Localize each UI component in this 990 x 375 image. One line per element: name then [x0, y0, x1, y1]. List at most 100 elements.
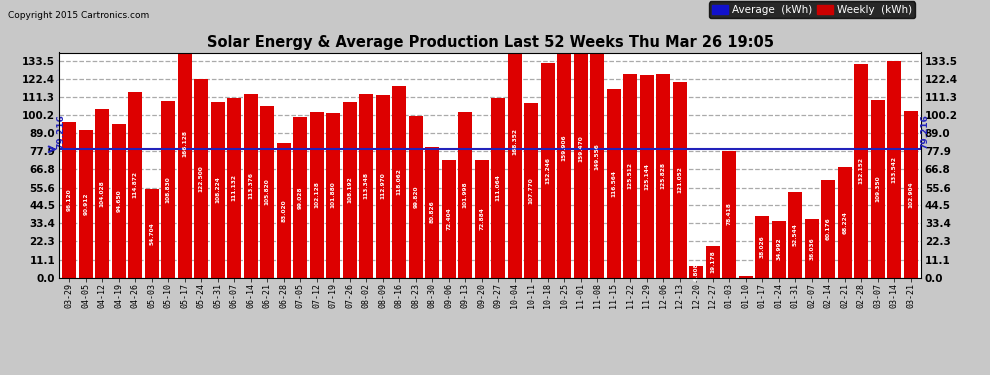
Bar [557, 19, 571, 278]
Text: 108.830: 108.830 [165, 176, 171, 203]
Text: 36.036: 36.036 [809, 237, 815, 260]
Text: 168.352: 168.352 [512, 128, 518, 155]
Text: 122.500: 122.500 [199, 165, 204, 192]
Text: 78.418: 78.418 [727, 202, 732, 225]
Text: 159.470: 159.470 [578, 135, 583, 162]
Text: 34.992: 34.992 [776, 238, 781, 261]
Text: 118.062: 118.062 [397, 168, 402, 195]
Text: 79.216: 79.216 [921, 114, 930, 149]
Text: 99.820: 99.820 [413, 186, 419, 208]
Bar [79, 130, 93, 278]
Text: 54.704: 54.704 [149, 222, 154, 245]
Text: 83.020: 83.020 [281, 199, 286, 222]
Bar [145, 189, 158, 278]
Bar [244, 94, 257, 278]
Text: 125.512: 125.512 [628, 162, 633, 189]
Bar [293, 117, 307, 278]
Text: 108.224: 108.224 [215, 177, 221, 203]
Text: 133.542: 133.542 [892, 156, 897, 183]
Bar [656, 74, 670, 278]
Bar [458, 112, 472, 278]
Text: 149.556: 149.556 [595, 143, 600, 170]
Bar [211, 102, 225, 278]
Text: 90.912: 90.912 [83, 193, 88, 215]
Bar [359, 94, 373, 278]
Legend: Average  (kWh), Weekly  (kWh): Average (kWh), Weekly (kWh) [709, 2, 916, 18]
Bar [112, 124, 126, 278]
Text: 96.120: 96.120 [66, 188, 72, 211]
Bar [739, 276, 752, 278]
Bar [607, 89, 621, 278]
Text: 19.178: 19.178 [710, 251, 716, 273]
Text: 68.224: 68.224 [842, 211, 847, 234]
Bar [475, 159, 489, 278]
Bar [788, 192, 802, 278]
Text: 79.216: 79.216 [56, 114, 65, 149]
Bar [442, 160, 455, 278]
Bar [822, 180, 836, 278]
Bar [689, 267, 703, 278]
Text: Copyright 2015 Cartronics.com: Copyright 2015 Cartronics.com [8, 11, 149, 20]
Text: 80.826: 80.826 [430, 201, 435, 223]
Text: 52.544: 52.544 [793, 224, 798, 246]
Text: 166.128: 166.128 [182, 129, 187, 156]
Bar [723, 151, 737, 278]
Text: 121.052: 121.052 [677, 166, 682, 193]
Text: 111.064: 111.064 [496, 174, 501, 201]
Bar [310, 112, 324, 278]
Bar [772, 221, 786, 278]
Bar [508, 5, 522, 278]
Bar [194, 79, 208, 278]
Text: 105.820: 105.820 [264, 178, 270, 205]
Bar [129, 92, 143, 278]
Bar [854, 64, 868, 278]
Text: 159.906: 159.906 [561, 135, 567, 161]
Bar [376, 94, 390, 278]
Bar [541, 63, 554, 278]
Text: 114.872: 114.872 [133, 171, 138, 198]
Bar [178, 9, 192, 278]
Text: 99.028: 99.028 [298, 186, 303, 209]
Text: 112.970: 112.970 [380, 173, 385, 200]
Bar [904, 111, 918, 278]
Bar [640, 75, 653, 278]
Bar [95, 109, 109, 278]
Text: 109.350: 109.350 [875, 176, 880, 202]
Text: 107.770: 107.770 [529, 177, 534, 204]
Bar [277, 143, 291, 278]
Text: 132.152: 132.152 [858, 157, 864, 184]
Text: 102.128: 102.128 [314, 182, 320, 208]
Text: 111.132: 111.132 [232, 174, 237, 201]
Bar [62, 122, 76, 278]
Bar [409, 116, 423, 278]
Bar [161, 101, 175, 278]
Bar [491, 98, 505, 278]
Text: 116.564: 116.564 [611, 170, 617, 196]
Text: 38.026: 38.026 [759, 236, 765, 258]
Text: 113.348: 113.348 [363, 172, 369, 199]
Text: 104.028: 104.028 [100, 180, 105, 207]
Text: 113.376: 113.376 [248, 172, 253, 199]
Bar [805, 219, 819, 278]
Text: 72.404: 72.404 [446, 207, 451, 230]
Bar [343, 102, 356, 278]
Bar [706, 246, 720, 278]
Bar [392, 86, 406, 278]
Bar [887, 62, 901, 278]
Bar [574, 20, 588, 278]
Text: 102.904: 102.904 [908, 181, 914, 207]
Bar [260, 106, 274, 278]
Text: 6.808: 6.808 [694, 262, 699, 281]
Bar [590, 35, 604, 278]
Bar [871, 100, 885, 278]
Bar [525, 103, 539, 278]
Bar [838, 167, 851, 278]
Text: 101.880: 101.880 [331, 182, 336, 209]
Text: 125.144: 125.144 [644, 163, 649, 190]
Bar [624, 74, 638, 278]
Bar [228, 98, 242, 278]
Text: 125.828: 125.828 [660, 162, 666, 189]
Title: Solar Energy & Average Production Last 52 Weeks Thu Mar 26 19:05: Solar Energy & Average Production Last 5… [207, 35, 773, 50]
Bar [327, 112, 341, 278]
Text: 94.650: 94.650 [116, 190, 122, 212]
